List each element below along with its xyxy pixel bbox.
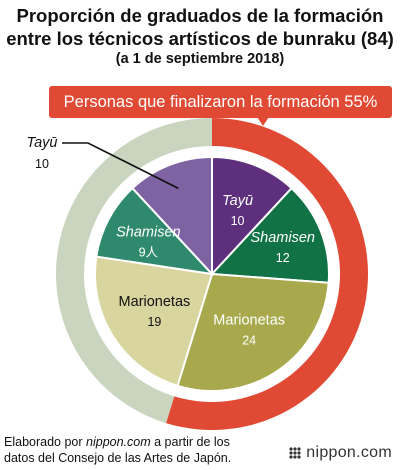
slice-label-tayu-other: Tayū — [27, 135, 58, 151]
title-line-1: Proporción de graduados de la formación — [16, 5, 384, 26]
source-prefix: Elaborado por — [4, 435, 87, 449]
logo-text: nippon.com — [306, 444, 392, 461]
slice-label-tayu-finished: Tayū — [222, 193, 253, 209]
slice-label-marionetas-finished: Marionetas — [213, 313, 285, 329]
pie-slice-shamisen-other — [95, 186, 215, 276]
slice-value-marionetas-other: 19 — [147, 315, 161, 329]
slice-value-shamisen-finished: 12 — [276, 251, 290, 265]
chart-title: Proporción de graduados de la formación … — [0, 4, 400, 50]
slice-value-tayu-other: 10 — [35, 157, 49, 171]
pie-slice-marionetas-finished — [176, 272, 330, 392]
finished-banner: Personas que finalizaron la formación 55… — [49, 86, 392, 118]
slice-label-shamisen-other: Shamisen — [116, 224, 180, 240]
chart-subtitle: (a 1 de septiembre 2018) — [115, 51, 285, 67]
pie-slice-shamisen-finished — [209, 186, 330, 284]
slice-value-tayu-finished: 10 — [231, 214, 245, 228]
outer-ring-segment-finished — [166, 118, 368, 430]
source-line-2: datos del Consejo de las Artes de Japón. — [4, 451, 232, 465]
nippon-logo: nippon.com — [288, 444, 392, 462]
source-note: Elaborado por nippon.com a partir de los… — [4, 434, 231, 466]
logo-dots-icon — [289, 447, 301, 459]
outer-ring-segment-other — [55, 118, 213, 424]
pie-slice-marionetas-other — [94, 255, 214, 388]
banner-pointer — [257, 117, 269, 126]
callout-leader-line — [62, 142, 179, 190]
slice-value-marionetas-finished: 24 — [242, 334, 256, 348]
slice-value-shamisen-other: 9人 — [139, 245, 159, 259]
slice-label-marionetas-other: Marionetas — [119, 294, 191, 310]
slice-label-shamisen-finished: Shamisen — [251, 230, 315, 246]
pie-slice-tayu-finished — [211, 155, 293, 277]
title-line-2: entre los técnicos artísticos de bunraku… — [6, 28, 394, 49]
source-site: nippon.com — [86, 435, 151, 449]
pie-slice-tayu-other — [131, 155, 213, 277]
source-suffix: a partir de los — [150, 435, 230, 449]
